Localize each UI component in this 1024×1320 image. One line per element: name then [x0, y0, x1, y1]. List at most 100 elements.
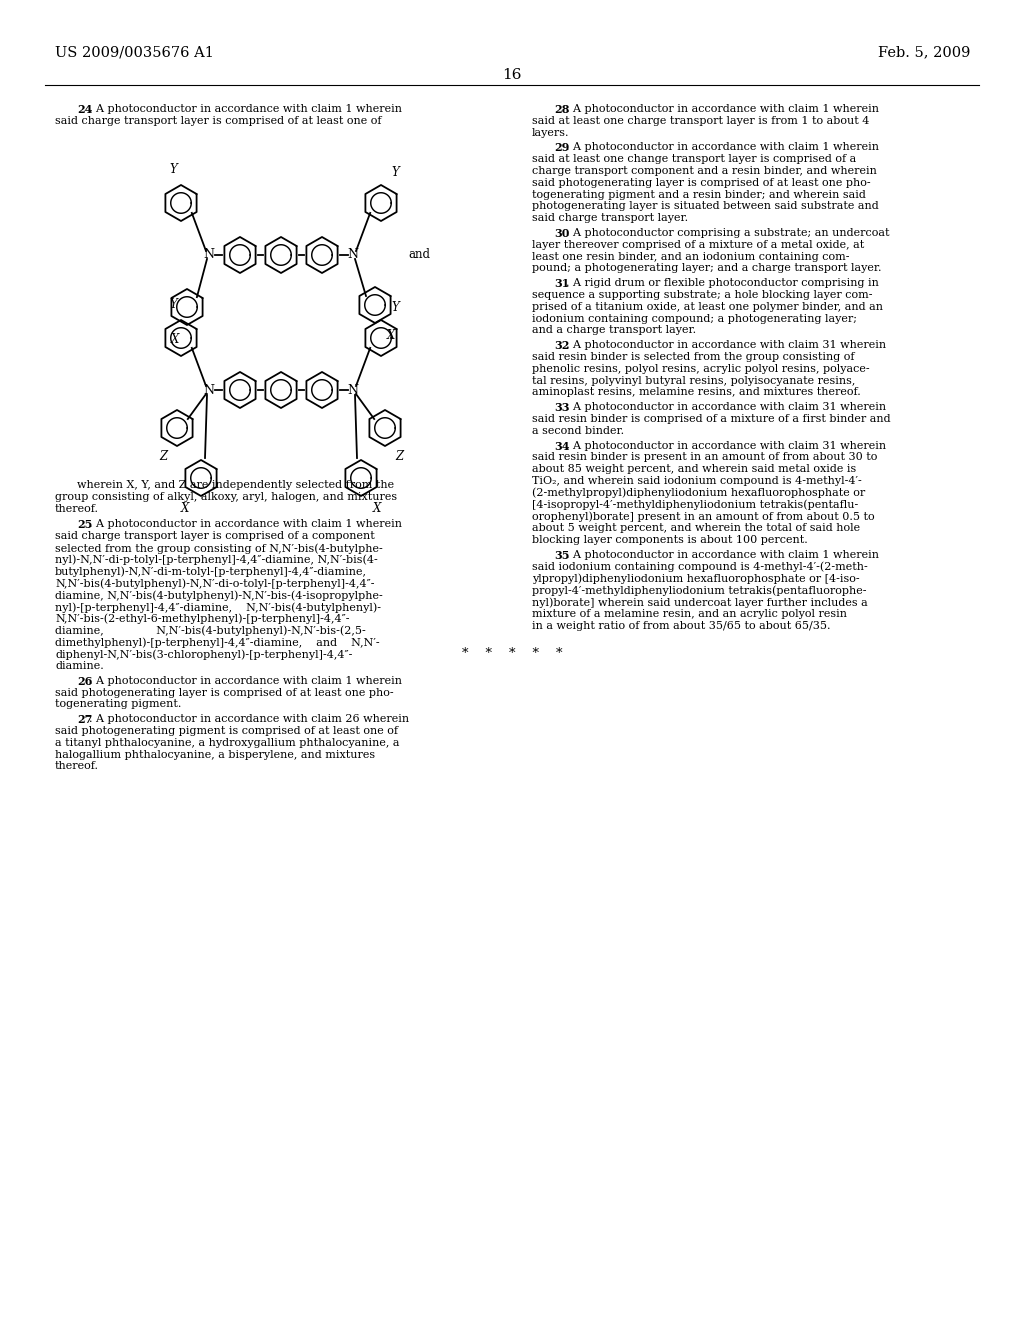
Text: nyl)-N,N′-di-p-tolyl-[p-terphenyl]-4,4″-diamine, N,N′-bis(4-: nyl)-N,N′-di-p-tolyl-[p-terphenyl]-4,4″-…: [55, 554, 378, 565]
Text: US 2009/0035676 A1: US 2009/0035676 A1: [55, 45, 214, 59]
Text: . A photoconductor in accordance with claim 31 wherein: . A photoconductor in accordance with cl…: [566, 341, 886, 350]
Text: blocking layer components is about 100 percent.: blocking layer components is about 100 p…: [532, 535, 808, 545]
Text: photogenerating layer is situated between said substrate and: photogenerating layer is situated betwee…: [532, 202, 879, 211]
Text: charge transport component and a resin binder, and wherein: charge transport component and a resin b…: [532, 166, 877, 176]
Text: . A photoconductor comprising a substrate; an undercoat: . A photoconductor comprising a substrat…: [566, 228, 890, 238]
Text: Y: Y: [391, 166, 398, 180]
Text: Feb. 5, 2009: Feb. 5, 2009: [878, 45, 970, 59]
Text: mixture of a melamine resin, and an acrylic polyol resin: mixture of a melamine resin, and an acry…: [532, 609, 847, 619]
Text: Y: Y: [391, 301, 398, 314]
Text: phenolic resins, polyol resins, acrylic polyol resins, polyace-: phenolic resins, polyol resins, acrylic …: [532, 364, 869, 374]
Text: orophenyl)borate] present in an amount of from about 0.5 to: orophenyl)borate] present in an amount o…: [532, 511, 874, 521]
Text: Z: Z: [159, 450, 167, 463]
Text: 28: 28: [554, 104, 569, 115]
Text: group consisting of alkyl, alkoxy, aryl, halogen, and mixtures: group consisting of alkyl, alkoxy, aryl,…: [55, 492, 397, 502]
Text: X: X: [387, 329, 395, 342]
Text: N: N: [347, 248, 358, 261]
Text: *    *    *    *    *: * * * * *: [462, 647, 562, 660]
Text: . A photoconductor in accordance with claim 1 wherein: . A photoconductor in accordance with cl…: [89, 676, 402, 686]
Text: layers.: layers.: [532, 128, 569, 137]
Text: a titanyl phthalocyanine, a hydroxygallium phthalocyanine, a: a titanyl phthalocyanine, a hydroxygalli…: [55, 738, 399, 748]
Text: about 85 weight percent, and wherein said metal oxide is: about 85 weight percent, and wherein sai…: [532, 465, 856, 474]
Text: butylphenyl)-N,N′-di-m-tolyl-[p-terphenyl]-4,4″-diamine,: butylphenyl)-N,N′-di-m-tolyl-[p-terpheny…: [55, 566, 367, 577]
Text: N: N: [204, 248, 214, 261]
Text: N: N: [204, 384, 214, 396]
Text: 27: 27: [77, 714, 92, 725]
Text: said iodonium containing compound is 4-methyl-4′-(2-meth-: said iodonium containing compound is 4-m…: [532, 561, 867, 572]
Text: aminoplast resins, melamine resins, and mixtures thereof.: aminoplast resins, melamine resins, and …: [532, 387, 861, 397]
Text: selected from the group consisting of N,N′-bis(4-butylphe-: selected from the group consisting of N,…: [55, 543, 383, 553]
Text: N: N: [347, 384, 358, 396]
Text: . A photoconductor in accordance with claim 1 wherein: . A photoconductor in accordance with cl…: [89, 104, 402, 114]
Text: propyl-4′-methyldiphenyliodonium tetrakis(pentafluorophe-: propyl-4′-methyldiphenyliodonium tetraki…: [532, 585, 866, 595]
Text: . A photoconductor in accordance with claim 31 wherein: . A photoconductor in accordance with cl…: [566, 441, 886, 450]
Text: tal resins, polyvinyl butyral resins, polyisocyanate resins,: tal resins, polyvinyl butyral resins, po…: [532, 376, 855, 385]
Text: . A photoconductor in accordance with claim 1 wherein: . A photoconductor in accordance with cl…: [566, 550, 879, 560]
Text: X: X: [373, 502, 381, 515]
Text: X: X: [171, 333, 179, 346]
Text: . A photoconductor in accordance with claim 1 wherein: . A photoconductor in accordance with cl…: [566, 143, 879, 152]
Text: said photogenerating pigment is comprised of at least one of: said photogenerating pigment is comprise…: [55, 726, 398, 737]
Text: and a charge transport layer.: and a charge transport layer.: [532, 326, 696, 335]
Text: 26: 26: [77, 676, 92, 686]
Text: 16: 16: [502, 69, 522, 82]
Text: togenerating pigment.: togenerating pigment.: [55, 700, 181, 709]
Text: Y: Y: [169, 298, 177, 312]
Text: diamine,               N,N′-bis(4-butylphenyl)-N,N′-bis-(2,5-: diamine, N,N′-bis(4-butylphenyl)-N,N′-bi…: [55, 626, 366, 636]
Text: . A rigid drum or flexible photoconductor comprising in: . A rigid drum or flexible photoconducto…: [566, 279, 879, 288]
Text: togenerating pigment and a resin binder; and wherein said: togenerating pigment and a resin binder;…: [532, 190, 866, 199]
Text: halogallium phthalocyanine, a bisperylene, and mixtures: halogallium phthalocyanine, a bisperylen…: [55, 750, 375, 759]
Text: [4-isopropyl-4′-methyldiphenyliodonium tetrakis(pentaflu-: [4-isopropyl-4′-methyldiphenyliodonium t…: [532, 499, 858, 510]
Text: 32: 32: [554, 341, 569, 351]
Text: thereof.: thereof.: [55, 762, 99, 771]
Text: 29: 29: [554, 143, 569, 153]
Text: said photogenerating layer is comprised of at least one pho-: said photogenerating layer is comprised …: [55, 688, 393, 697]
Text: layer thereover comprised of a mixture of a metal oxide, at: layer thereover comprised of a mixture o…: [532, 240, 864, 249]
Text: prised of a titanium oxide, at least one polymer binder, and an: prised of a titanium oxide, at least one…: [532, 302, 883, 312]
Text: . A photoconductor in accordance with claim 1 wherein: . A photoconductor in accordance with cl…: [89, 519, 402, 529]
Text: said resin binder is present in an amount of from about 30 to: said resin binder is present in an amoun…: [532, 453, 878, 462]
Text: N,N′-bis-(2-ethyl-6-methylphenyl)-[p-terphenyl]-4,4″-: N,N′-bis-(2-ethyl-6-methylphenyl)-[p-ter…: [55, 614, 349, 624]
Text: 31: 31: [554, 279, 569, 289]
Text: said resin binder is comprised of a mixture of a first binder and: said resin binder is comprised of a mixt…: [532, 414, 891, 424]
Text: . A photoconductor in accordance with claim 31 wherein: . A photoconductor in accordance with cl…: [566, 403, 886, 412]
Text: pound; a photogenerating layer; and a charge transport layer.: pound; a photogenerating layer; and a ch…: [532, 264, 882, 273]
Text: iodonium containing compound; a photogenerating layer;: iodonium containing compound; a photogen…: [532, 314, 857, 323]
Text: said charge transport layer is comprised of a component: said charge transport layer is comprised…: [55, 531, 375, 541]
Text: least one resin binder, and an iodonium containing com-: least one resin binder, and an iodonium …: [532, 252, 850, 261]
Text: nyl)borate] wherein said undercoat layer further includes a: nyl)borate] wherein said undercoat layer…: [532, 597, 867, 607]
Text: ylpropyl)diphenyliodonium hexafluorophosphate or [4-iso-: ylpropyl)diphenyliodonium hexafluorophos…: [532, 573, 859, 583]
Text: TiO₂, and wherein said iodonium compound is 4-methyl-4′-: TiO₂, and wherein said iodonium compound…: [532, 477, 862, 486]
Text: (2-methylpropyl)diphenyliodonium hexafluorophosphate or: (2-methylpropyl)diphenyliodonium hexaflu…: [532, 488, 865, 499]
Text: X: X: [181, 502, 189, 515]
Text: diamine, N,N′-bis(4-butylphenyl)-N,N′-bis-(4-isopropylphe-: diamine, N,N′-bis(4-butylphenyl)-N,N′-bi…: [55, 590, 383, 601]
Text: 24: 24: [77, 104, 92, 115]
Text: said charge transport layer is comprised of at least one of: said charge transport layer is comprised…: [55, 116, 382, 125]
Text: . A photoconductor in accordance with claim 26 wherein: . A photoconductor in accordance with cl…: [89, 714, 410, 725]
Text: said photogenerating layer is comprised of at least one pho-: said photogenerating layer is comprised …: [532, 178, 870, 187]
Text: nyl)-[p-terphenyl]-4,4″-diamine,    N,N′-bis(4-butylphenyl)-: nyl)-[p-terphenyl]-4,4″-diamine, N,N′-bi…: [55, 602, 381, 612]
Text: 35: 35: [554, 550, 569, 561]
Text: in a weight ratio of from about 35/65 to about 65/35.: in a weight ratio of from about 35/65 to…: [532, 620, 830, 631]
Text: said resin binder is selected from the group consisting of: said resin binder is selected from the g…: [532, 352, 854, 362]
Text: N,N′-bis(4-butylphenyl)-N,N′-di-o-tolyl-[p-terphenyl]-4,4″-: N,N′-bis(4-butylphenyl)-N,N′-di-o-tolyl-…: [55, 578, 375, 589]
Text: sequence a supporting substrate; a hole blocking layer com-: sequence a supporting substrate; a hole …: [532, 290, 872, 300]
Text: said at least one change transport layer is comprised of a: said at least one change transport layer…: [532, 154, 856, 164]
Text: Y: Y: [169, 162, 177, 176]
Text: Z: Z: [395, 450, 403, 463]
Text: wherein X, Y, and Z are independently selected from the: wherein X, Y, and Z are independently se…: [77, 480, 394, 490]
Text: dimethylphenyl)-[p-terphenyl]-4,4″-diamine,    and    N,N′-: dimethylphenyl)-[p-terphenyl]-4,4″-diami…: [55, 638, 380, 648]
Text: 34: 34: [554, 441, 569, 451]
Text: and: and: [408, 248, 430, 261]
Text: 30: 30: [554, 228, 569, 239]
Text: a second binder.: a second binder.: [532, 426, 624, 436]
Text: . A photoconductor in accordance with claim 1 wherein: . A photoconductor in accordance with cl…: [566, 104, 879, 114]
Text: said at least one charge transport layer is from 1 to about 4: said at least one charge transport layer…: [532, 116, 869, 125]
Text: 33: 33: [554, 403, 569, 413]
Text: diamine.: diamine.: [55, 661, 103, 671]
Text: thereof.: thereof.: [55, 504, 99, 513]
Text: said charge transport layer.: said charge transport layer.: [532, 214, 688, 223]
Text: about 5 weight percent, and wherein the total of said hole: about 5 weight percent, and wherein the …: [532, 523, 860, 533]
Text: diphenyl-N,N′-bis(3-chlorophenyl)-[p-terphenyl]-4,4″-: diphenyl-N,N′-bis(3-chlorophenyl)-[p-ter…: [55, 649, 352, 660]
Text: 25: 25: [77, 519, 92, 531]
